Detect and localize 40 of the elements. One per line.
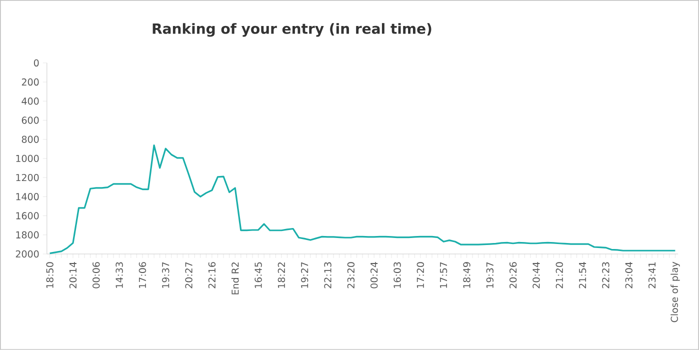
- x-tick-label: 21:20: [556, 262, 563, 288]
- y-tick-label: 600: [22, 116, 39, 124]
- y-tick-label: 1000: [16, 154, 39, 162]
- x-tick-label: 19:27: [301, 262, 308, 288]
- x-tick-label: 23:20: [347, 262, 355, 288]
- x-tick-label: 20:14: [69, 262, 77, 288]
- x-tick-label: 20:27: [185, 262, 192, 288]
- y-tick-label: 2000: [16, 250, 39, 258]
- x-tick-label: 20:44: [532, 262, 540, 288]
- x-tick-label: 21:54: [578, 262, 586, 288]
- x-tick-label: End R2: [231, 262, 239, 294]
- x-tick-label: 23:04: [625, 262, 632, 288]
- x-tick-label: 18:50: [46, 262, 54, 288]
- x-tick-label: 17:57: [440, 262, 448, 288]
- x-tick-label: 00:24: [370, 262, 378, 288]
- x-tick-label: 17:20: [416, 262, 424, 288]
- x-tick-label: 14:33: [116, 262, 123, 288]
- chart-title: Ranking of your entry (in real time): [152, 23, 432, 37]
- x-tick-label: 18:49: [463, 262, 470, 288]
- y-tick-label: 1200: [16, 174, 39, 182]
- x-tick-label: 00:06: [92, 262, 100, 288]
- x-tick-label: 18:22: [278, 262, 286, 288]
- x-tick-label: 19:37: [486, 262, 494, 288]
- x-tick-label: 17:06: [138, 262, 146, 288]
- y-tick-label: 1600: [16, 212, 39, 220]
- x-tick-label: 16:03: [394, 262, 401, 288]
- y-tick-label: 200: [22, 78, 39, 86]
- y-tick-label: 0: [34, 59, 39, 67]
- y-tick-label: 1400: [16, 193, 39, 200]
- x-tick-label: 22:13: [324, 262, 332, 288]
- y-tick-label: 800: [22, 136, 39, 143]
- x-tick-label: Close of play: [670, 262, 680, 322]
- x-tick-label: 16:45: [254, 262, 262, 288]
- y-tick-label: 1800: [16, 231, 39, 239]
- y-tick-label: 400: [22, 98, 39, 105]
- x-tick-label: 22:23: [602, 262, 610, 288]
- x-tick-label: 23:41: [648, 262, 656, 288]
- x-tick-label: 19:37: [162, 262, 170, 288]
- x-tick-label: 22:16: [208, 262, 216, 288]
- x-tick-label: 20:26: [509, 262, 517, 288]
